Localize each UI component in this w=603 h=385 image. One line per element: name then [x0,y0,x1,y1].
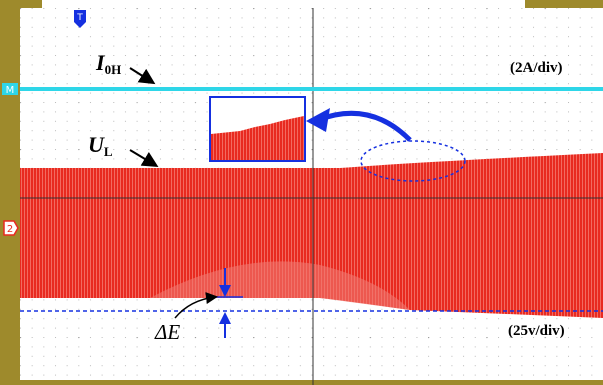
trigger-tag [74,10,86,28]
bezel-left [0,0,20,385]
voltage-envelope [20,153,603,318]
label-main: U [88,132,105,157]
channel-m-tag [2,83,18,95]
delta-pointer [174,292,218,319]
current-label: I0H [95,50,121,77]
zoom-arrow [317,110,412,142]
current-trace [20,87,603,91]
channel-m: M [6,85,15,96]
channel-2: 2 [7,224,13,235]
label-sub: 0H [105,62,122,77]
channel-2-tag [3,220,19,236]
label-sub: L [104,144,113,159]
zoom-region [360,140,466,182]
trigger: T [76,13,83,23]
label-main: I [95,50,106,75]
current-pointer [129,67,156,85]
bezel-top-right [525,0,603,8]
voltage-scale: (25v/div) [508,323,565,339]
bezel-top-left [0,0,42,8]
current-scale: (2A/div) [510,60,563,76]
delta-label: ΔE [154,320,180,344]
inset-background [211,98,304,134]
voltage-label: UL [88,132,113,159]
bezel-bottom [0,380,603,385]
voltage-pointer [129,149,159,168]
zoom-arrow-head [306,108,330,132]
